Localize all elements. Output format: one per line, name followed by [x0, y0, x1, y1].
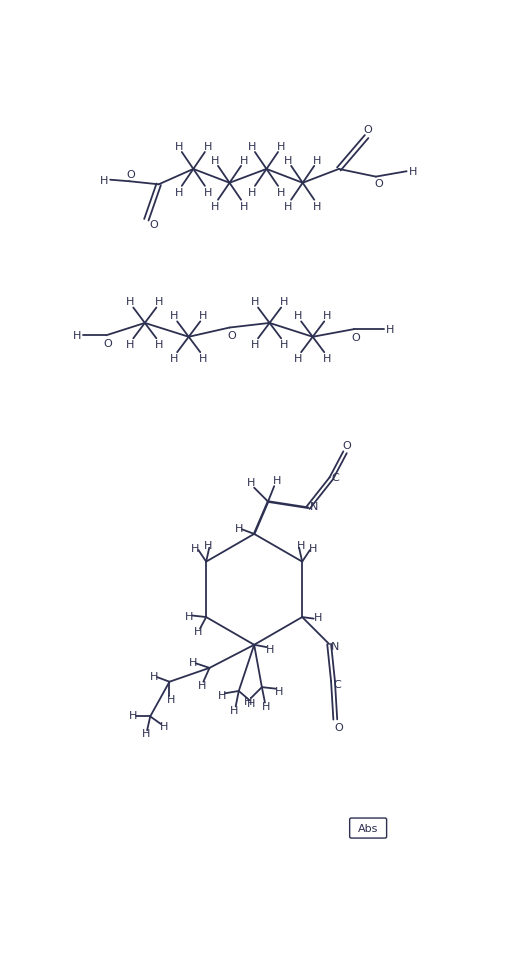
- Text: H: H: [323, 311, 331, 321]
- Text: H: H: [262, 701, 271, 712]
- Text: H: H: [204, 142, 212, 152]
- Text: H: H: [248, 188, 256, 198]
- Text: H: H: [160, 720, 168, 731]
- Text: H: H: [280, 297, 288, 307]
- Text: H: H: [265, 644, 274, 654]
- Text: H: H: [126, 297, 135, 307]
- Text: H: H: [211, 155, 219, 166]
- Text: H: H: [211, 202, 219, 212]
- Text: H: H: [273, 476, 281, 485]
- Text: H: H: [323, 354, 331, 364]
- Text: H: H: [126, 340, 135, 350]
- Text: H: H: [194, 626, 203, 637]
- Text: H: H: [240, 155, 248, 166]
- Text: H: H: [167, 694, 175, 704]
- Text: H: H: [313, 613, 322, 622]
- Text: H: H: [296, 540, 305, 550]
- Text: H: H: [204, 188, 212, 198]
- Text: H: H: [174, 188, 183, 198]
- Text: H: H: [188, 657, 197, 667]
- Text: H: H: [247, 477, 255, 487]
- Text: H: H: [240, 202, 248, 212]
- Text: H: H: [218, 690, 226, 700]
- Text: N: N: [331, 640, 339, 651]
- Text: H: H: [174, 142, 183, 152]
- Text: H: H: [100, 175, 108, 186]
- Text: H: H: [199, 354, 207, 364]
- Text: C: C: [334, 679, 342, 689]
- Text: H: H: [294, 354, 302, 364]
- Text: H: H: [204, 540, 212, 550]
- Text: H: H: [277, 188, 285, 198]
- Text: H: H: [251, 297, 259, 307]
- Text: H: H: [284, 202, 292, 212]
- Text: H: H: [275, 686, 283, 697]
- Text: H: H: [244, 697, 252, 706]
- Text: H: H: [247, 698, 255, 708]
- Text: O: O: [149, 219, 159, 230]
- FancyBboxPatch shape: [350, 819, 387, 839]
- Text: H: H: [309, 543, 317, 553]
- Text: H: H: [155, 340, 164, 350]
- Text: H: H: [280, 340, 288, 350]
- Text: H: H: [313, 155, 321, 166]
- Text: H: H: [155, 297, 164, 307]
- Text: H: H: [197, 680, 206, 690]
- Text: O: O: [228, 331, 236, 341]
- Text: O: O: [364, 125, 372, 134]
- Text: H: H: [251, 340, 259, 350]
- Text: H: H: [277, 142, 285, 152]
- Text: O: O: [104, 338, 112, 349]
- Text: H: H: [73, 331, 81, 341]
- Text: O: O: [352, 333, 360, 342]
- Text: H: H: [294, 311, 302, 321]
- Text: H: H: [235, 523, 243, 533]
- Text: O: O: [375, 178, 383, 189]
- Text: H: H: [284, 155, 292, 166]
- Text: H: H: [199, 311, 207, 321]
- Text: H: H: [150, 671, 158, 680]
- Text: H: H: [129, 710, 137, 720]
- Text: H: H: [170, 311, 178, 321]
- Text: H: H: [248, 142, 256, 152]
- Text: H: H: [230, 705, 238, 716]
- Text: H: H: [185, 611, 194, 620]
- Text: O: O: [127, 170, 135, 179]
- Text: H: H: [170, 354, 178, 364]
- Text: H: H: [409, 167, 417, 177]
- Text: Abs: Abs: [358, 823, 378, 833]
- Text: O: O: [334, 722, 343, 733]
- Text: H: H: [142, 728, 151, 739]
- Text: H: H: [313, 202, 321, 212]
- Text: O: O: [342, 440, 351, 450]
- Text: H: H: [191, 543, 200, 553]
- Text: C: C: [331, 473, 339, 482]
- Text: N: N: [310, 501, 319, 512]
- Text: H: H: [386, 325, 394, 335]
